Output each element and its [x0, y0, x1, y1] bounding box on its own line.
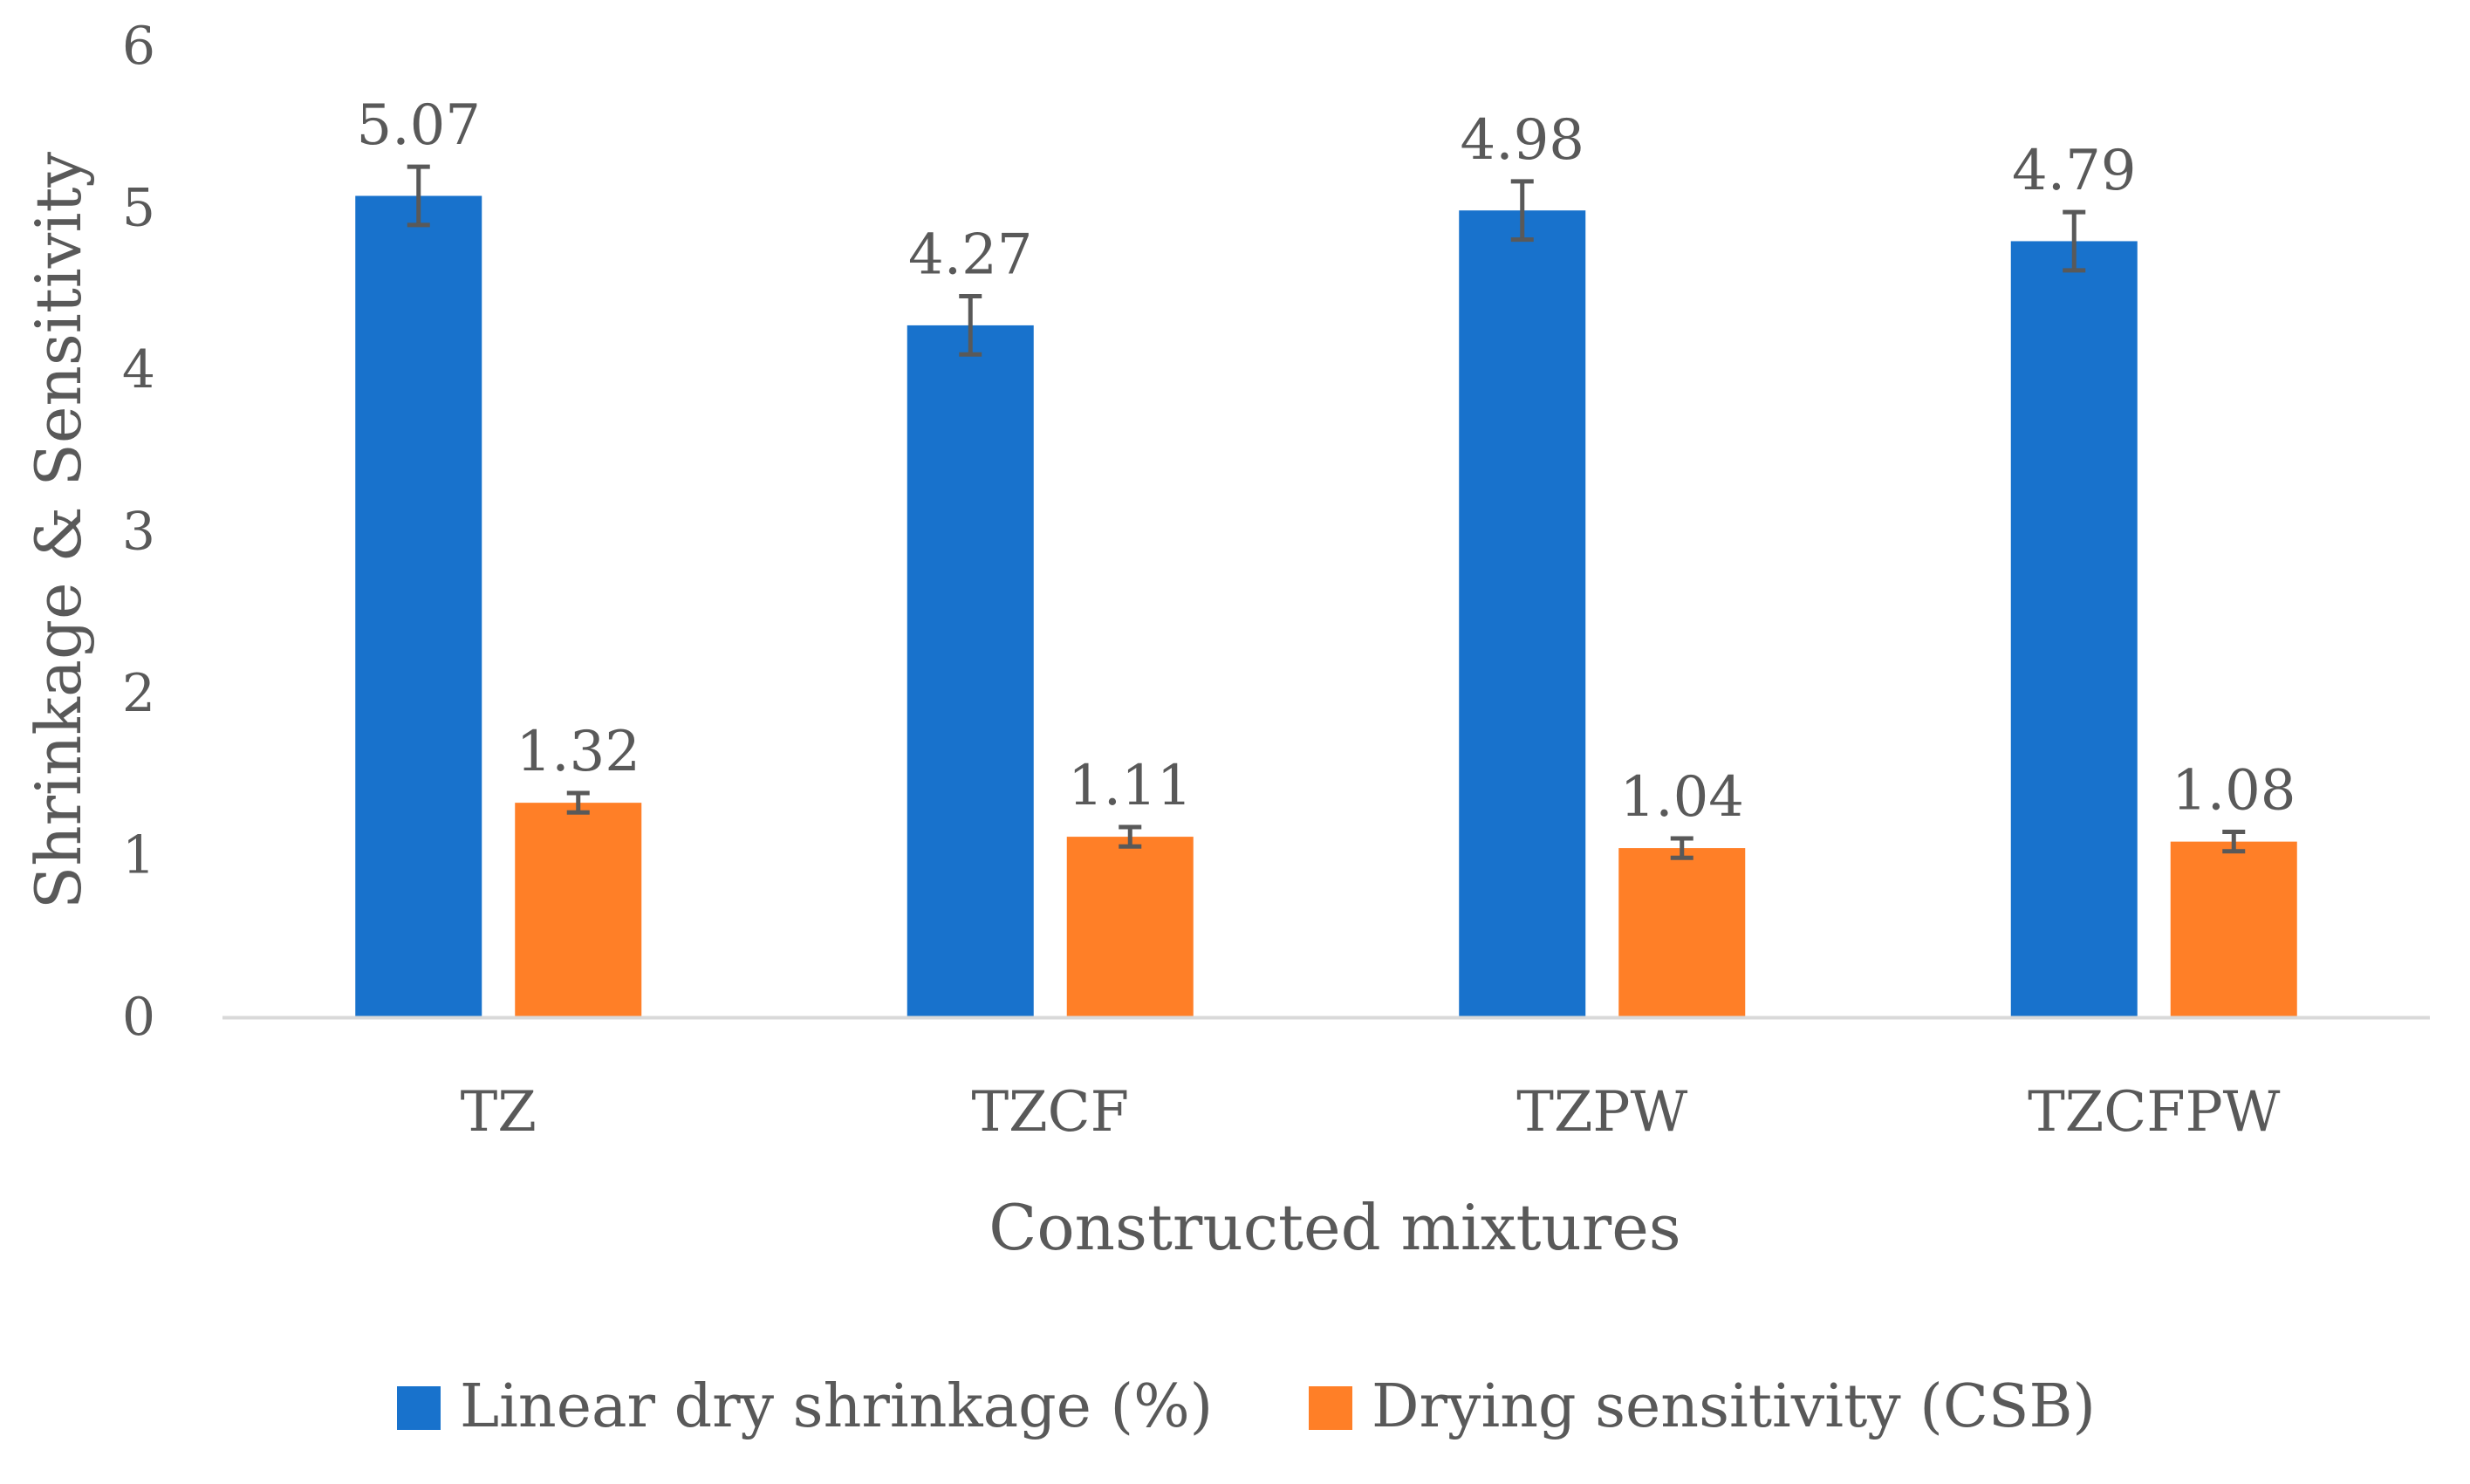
legend-label: Linear dry shrinkage (%): [460, 1372, 1213, 1441]
error-bar: [1670, 836, 1693, 860]
y-tick-label: 5: [122, 178, 155, 239]
error-bar: [1119, 824, 1142, 849]
data-label: 4.98: [1461, 108, 1585, 173]
legend-item-1: Linear dry shrinkage (%): [397, 1372, 1213, 1441]
bar-tzcfpw-series-2: [2170, 841, 2297, 1016]
y-tick-label: 2: [122, 663, 155, 724]
y-tick-label: 1: [122, 825, 155, 886]
error-bar: [407, 164, 430, 228]
bar-tz-series-2: [515, 803, 642, 1016]
y-tick-label: 6: [122, 16, 155, 77]
error-bar: [2222, 830, 2246, 854]
data-label: 4.27: [908, 223, 1033, 288]
category-label: TZ: [461, 1080, 537, 1145]
error-bar: [2063, 209, 2086, 273]
bar-tzcf-series-2: [1066, 837, 1194, 1016]
category-label: TZCFPW: [2028, 1080, 2281, 1145]
y-axis-title: Shrinkage & Sensitivity: [22, 152, 95, 910]
legend-item-2: Drying sensitivity (CSB): [1309, 1372, 2096, 1441]
bar-tzcf-series-1: [907, 325, 1034, 1016]
category-labels: TZ TZCF TZPW TZCFPW: [461, 1080, 2281, 1145]
bar-tz-series-1: [355, 195, 482, 1016]
x-axis-title: Constructed mixtures: [989, 1191, 1681, 1264]
data-label: 4.79: [2012, 139, 2137, 203]
data-label: 1.08: [2172, 759, 2296, 824]
error-bar: [959, 294, 982, 357]
y-tick-label: 4: [122, 339, 155, 400]
error-bar: [566, 790, 590, 815]
legend: Linear dry shrinkage (%) Drying sensitivi…: [397, 1372, 2096, 1441]
y-tick-label: 3: [122, 502, 155, 563]
data-label: 1.04: [1620, 765, 1745, 830]
bar-tzpw-series-2: [1618, 848, 1746, 1016]
bars: 5.07 4.27 4.98 4.79 1.32 1.11 1.04 1.08: [355, 93, 2297, 1017]
legend-swatch: [1309, 1386, 1352, 1430]
data-label: 5.07: [357, 93, 482, 158]
bar-tzpw-series-1: [1459, 210, 1586, 1016]
data-label: 1.11: [1068, 754, 1193, 818]
bar-tzcfpw-series-1: [2010, 241, 2138, 1017]
data-label: 1.32: [517, 720, 641, 784]
category-label: TZCF: [971, 1080, 1129, 1145]
y-axis-ticks: 0 1 2 3 4 5 6: [122, 16, 155, 1048]
category-label: TZPW: [1516, 1080, 1687, 1145]
error-bar: [1510, 179, 1534, 243]
y-tick-label: 0: [122, 987, 155, 1048]
legend-swatch: [397, 1386, 441, 1430]
legend-label: Drying sensitivity (CSB): [1372, 1372, 2096, 1441]
